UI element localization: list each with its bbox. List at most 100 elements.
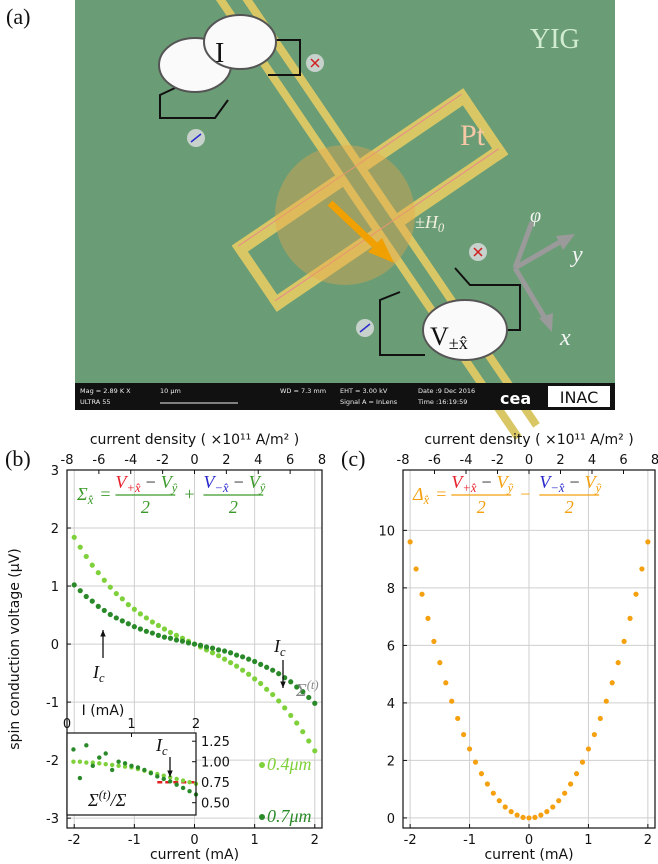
data-point bbox=[288, 679, 293, 684]
sem-info: 10 μm bbox=[160, 387, 181, 395]
data-point bbox=[110, 768, 114, 772]
data-point bbox=[78, 545, 83, 550]
data-point bbox=[580, 760, 585, 765]
data-point bbox=[136, 765, 140, 769]
formula-lhs: Δx̂= bbox=[412, 484, 447, 507]
data-point bbox=[96, 604, 101, 609]
chart-panel: 0246810-2-1012-8-6-4-202468current densi… bbox=[341, 432, 658, 863]
annotation-arrowhead bbox=[280, 682, 285, 688]
y-tick-label: 8 bbox=[387, 582, 395, 597]
data-point bbox=[627, 616, 632, 621]
data-point bbox=[497, 798, 502, 803]
data-point bbox=[90, 563, 95, 568]
data-point bbox=[126, 602, 131, 607]
data-point bbox=[114, 615, 119, 620]
data-point bbox=[408, 539, 413, 544]
logo: cea bbox=[500, 389, 531, 408]
data-point bbox=[144, 629, 149, 634]
sem-info: ULTRA 55 bbox=[80, 398, 111, 406]
subscript: ±x̂ bbox=[449, 333, 468, 353]
x-tick-label: 1 bbox=[251, 833, 259, 848]
data-point bbox=[187, 789, 191, 793]
data-point bbox=[174, 777, 178, 781]
data-point bbox=[138, 611, 143, 616]
data-point bbox=[144, 615, 149, 620]
data-point bbox=[562, 791, 567, 796]
y-tick-label: 1 bbox=[51, 580, 59, 595]
y-tick-label: 1.00 bbox=[201, 756, 230, 771]
data-point bbox=[120, 596, 125, 601]
data-point bbox=[437, 660, 442, 665]
data-point bbox=[550, 804, 555, 809]
data-point bbox=[503, 804, 508, 809]
y-tick-label: 6 bbox=[387, 639, 395, 654]
data-point bbox=[467, 746, 472, 751]
y-tick-label: 0 bbox=[387, 812, 395, 827]
panel-label: (b) bbox=[5, 446, 31, 471]
data-point bbox=[616, 660, 621, 665]
x2-tick-label: 2 bbox=[556, 453, 564, 468]
data-point bbox=[126, 621, 131, 626]
y-tick-label: 10 bbox=[378, 524, 395, 539]
formula-denominator: 2 bbox=[141, 497, 150, 517]
data-point bbox=[116, 760, 120, 764]
x-axis-label: current (mA) bbox=[150, 847, 239, 863]
data-point bbox=[96, 570, 101, 575]
data-point bbox=[222, 657, 227, 662]
data-point bbox=[300, 729, 305, 734]
data-point bbox=[132, 624, 137, 629]
data-point bbox=[479, 771, 484, 776]
data-point bbox=[204, 644, 209, 649]
data-point bbox=[72, 582, 77, 587]
formula-numerator: V+x̂−Vŷ bbox=[451, 472, 513, 495]
text-part: − bbox=[233, 472, 245, 492]
data-point bbox=[568, 781, 573, 786]
subscript: ŷ bbox=[506, 481, 514, 495]
data-point bbox=[104, 751, 108, 755]
data-point bbox=[509, 809, 514, 814]
axis-angle-label: φ bbox=[530, 205, 541, 227]
data-point bbox=[108, 585, 113, 590]
annotation: Ic bbox=[273, 636, 286, 659]
sem-info: Time :16:19:59 bbox=[417, 398, 467, 406]
text-part: − bbox=[480, 472, 492, 492]
text-part: Σ bbox=[295, 680, 307, 700]
data-point bbox=[84, 743, 88, 747]
data-point bbox=[114, 591, 119, 596]
legend-label: 0.7μm bbox=[267, 806, 312, 826]
x2-axis-label: current density ( ×10¹¹ A/m² ) bbox=[424, 432, 633, 448]
x-tick-label: 2 bbox=[192, 717, 200, 732]
x-tick-label: 0 bbox=[190, 833, 198, 848]
x2-tick-label: 4 bbox=[254, 453, 262, 468]
data-point bbox=[455, 716, 460, 721]
data-point bbox=[180, 639, 185, 644]
subscript: −x̂ bbox=[214, 481, 228, 495]
data-point bbox=[97, 755, 101, 759]
x-tick-label: -2 bbox=[404, 833, 417, 848]
formula-operator: − bbox=[519, 484, 531, 504]
data-point bbox=[162, 635, 167, 640]
data-point bbox=[288, 713, 293, 718]
x-tick-label: -2 bbox=[68, 833, 81, 848]
data-point bbox=[138, 626, 143, 631]
data-point bbox=[449, 699, 454, 704]
annotation-arrowhead bbox=[100, 630, 105, 636]
data-point bbox=[544, 809, 549, 814]
data-point bbox=[102, 608, 107, 613]
data-point bbox=[610, 680, 615, 685]
strip-label: Pt bbox=[460, 119, 486, 152]
data-point bbox=[246, 657, 251, 662]
legend-marker bbox=[259, 762, 265, 768]
data-point bbox=[156, 633, 161, 638]
legend-marker bbox=[259, 814, 265, 820]
data-point bbox=[240, 668, 245, 673]
x2-tick-label: -2 bbox=[491, 453, 504, 468]
x2-tick-label: 8 bbox=[651, 453, 658, 468]
data-point bbox=[520, 815, 525, 820]
data-point bbox=[574, 771, 579, 776]
data-point bbox=[71, 747, 75, 751]
data-point bbox=[306, 738, 311, 743]
panel-label: (c) bbox=[341, 446, 365, 471]
data-point bbox=[174, 782, 178, 786]
data-point bbox=[526, 815, 531, 820]
